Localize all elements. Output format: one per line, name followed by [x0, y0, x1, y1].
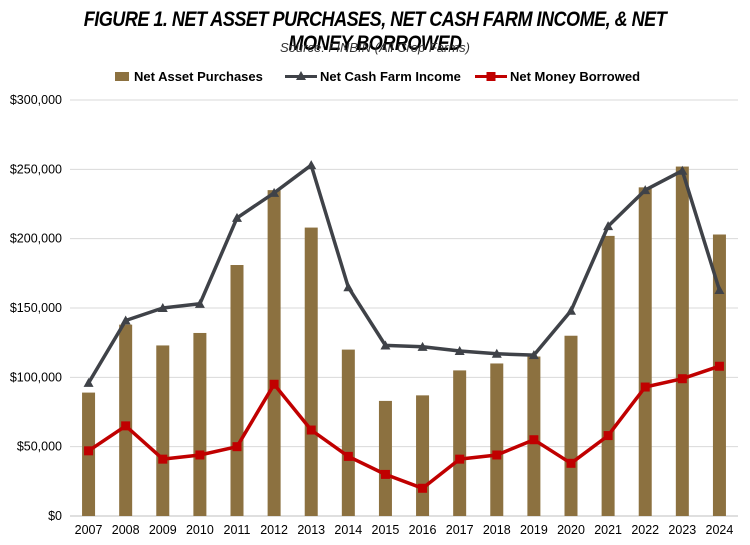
legend-swatch-net-asset-purchases	[115, 72, 129, 81]
point-net-cash-farm-income-2011	[232, 212, 242, 222]
x-tick-label: 2014	[334, 523, 362, 537]
point-net-cash-farm-income-2007	[83, 377, 94, 387]
point-net-cash-farm-income-2015	[380, 340, 391, 350]
point-net-money-borrowed-2007	[84, 446, 94, 456]
x-tick-label: 2011	[224, 523, 251, 537]
legend-marker-triangle-icon	[296, 71, 306, 80]
bar-net-asset-purchases-2017	[453, 370, 467, 516]
bar-net-asset-purchases-2018	[490, 363, 504, 516]
x-tick-label: 2016	[409, 523, 437, 537]
legend-marker-square-icon	[486, 72, 496, 81]
y-tick-label: $200,000	[10, 232, 62, 246]
x-tick-label: 2007	[75, 523, 103, 537]
point-net-money-borrowed-2018	[492, 450, 502, 460]
x-tick-label: 2019	[520, 523, 548, 537]
point-net-money-borrowed-2011	[232, 442, 242, 452]
x-tick-label: 2020	[557, 523, 585, 537]
bar-net-asset-purchases-2010	[193, 332, 207, 516]
x-tick-label: 2012	[260, 523, 288, 537]
bar-net-asset-purchases-2021	[601, 235, 615, 517]
point-net-money-borrowed-2010	[195, 450, 205, 460]
point-net-cash-farm-income-2021	[603, 221, 614, 231]
chart-subtitle: Source: FINBIN (All Crop Farms)	[280, 40, 470, 55]
bar-net-asset-purchases-2022	[638, 187, 652, 517]
x-tick-label: 2024	[706, 523, 734, 537]
point-net-cash-farm-income-2017	[454, 345, 465, 355]
x-tick-label: 2017	[446, 523, 474, 537]
bar-net-asset-purchases-2020	[564, 335, 578, 516]
point-net-cash-farm-income-2019	[528, 350, 539, 360]
bar-net-asset-purchases-2008	[119, 324, 133, 516]
point-net-cash-farm-income-2018	[491, 348, 502, 358]
point-net-cash-farm-income-2016	[417, 341, 428, 351]
point-net-cash-farm-income-2013	[306, 160, 317, 170]
bar-net-asset-purchases-2016	[416, 395, 430, 516]
legend: Net Asset Purchases Net Cash Farm Income…	[115, 69, 640, 84]
bar-net-asset-purchases-2015	[378, 400, 392, 516]
y-tick-label: $250,000	[10, 162, 62, 176]
point-net-money-borrowed-2009	[158, 454, 168, 464]
point-net-cash-farm-income-2012	[269, 187, 280, 197]
point-net-cash-farm-income-2009	[157, 303, 168, 312]
point-net-money-borrowed-2017	[455, 454, 465, 464]
point-net-money-borrowed-2024	[714, 361, 724, 371]
x-tick-label: 2023	[668, 523, 696, 537]
point-net-money-borrowed-2023	[677, 374, 687, 384]
y-tick-label: $150,000	[10, 301, 62, 315]
y-tick-label: $0	[48, 509, 62, 523]
x-tick-label: 2009	[149, 523, 177, 537]
point-net-cash-farm-income-2024	[714, 284, 725, 294]
point-net-money-borrowed-2013	[306, 425, 316, 435]
x-tick-label: 2018	[483, 523, 511, 537]
bar-net-asset-purchases-2012	[267, 190, 281, 516]
y-tick-label: $300,000	[10, 93, 62, 107]
legend-label-net-cash-farm-income: Net Cash Farm Income	[320, 69, 461, 84]
point-net-money-borrowed-2016	[418, 483, 428, 493]
x-tick-label: 2013	[297, 523, 325, 537]
bar-net-asset-purchases-2024	[712, 234, 726, 517]
point-net-money-borrowed-2020	[566, 458, 576, 468]
point-net-cash-farm-income-2008	[120, 315, 131, 325]
point-net-money-borrowed-2022	[640, 382, 650, 392]
point-net-cash-farm-income-2022	[640, 185, 651, 195]
legend-label-net-asset-purchases: Net Asset Purchases	[134, 69, 263, 84]
point-net-cash-farm-income-2023	[677, 165, 688, 175]
point-net-money-borrowed-2014	[343, 451, 353, 461]
legend-label-net-money-borrowed: Net Money Borrowed	[510, 69, 640, 84]
point-net-money-borrowed-2008	[121, 421, 131, 431]
bar-net-asset-purchases-2023	[675, 166, 689, 516]
bar-net-asset-purchases-2009	[156, 345, 170, 516]
x-tick-label: 2015	[372, 523, 400, 537]
point-net-money-borrowed-2015	[380, 469, 390, 479]
point-net-cash-farm-income-2014	[343, 282, 354, 292]
bar-net-asset-purchases-2013	[304, 227, 318, 516]
bar-net-asset-purchases-2014	[341, 349, 355, 516]
point-net-money-borrowed-2012	[269, 379, 279, 389]
x-tick-label: 2008	[112, 523, 140, 537]
line-net-cash-farm-income	[87, 163, 722, 384]
x-tick-label: 2010	[186, 523, 214, 537]
x-tick-label: 2021	[594, 523, 622, 537]
chart-title: FIGURE 1. NET ASSET PURCHASES, NET CASH …	[83, 8, 667, 55]
bar-net-asset-purchases-2011	[230, 265, 244, 516]
y-tick-label: $50,000	[17, 440, 62, 454]
x-tick-label: 2022	[631, 523, 659, 537]
point-net-money-borrowed-2019	[529, 435, 539, 445]
line-net-money-borrowed	[87, 364, 720, 491]
point-net-money-borrowed-2021	[603, 431, 613, 441]
point-net-cash-farm-income-2020	[566, 305, 576, 315]
point-net-cash-farm-income-2010	[194, 298, 205, 308]
y-tick-label: $100,000	[10, 370, 62, 384]
